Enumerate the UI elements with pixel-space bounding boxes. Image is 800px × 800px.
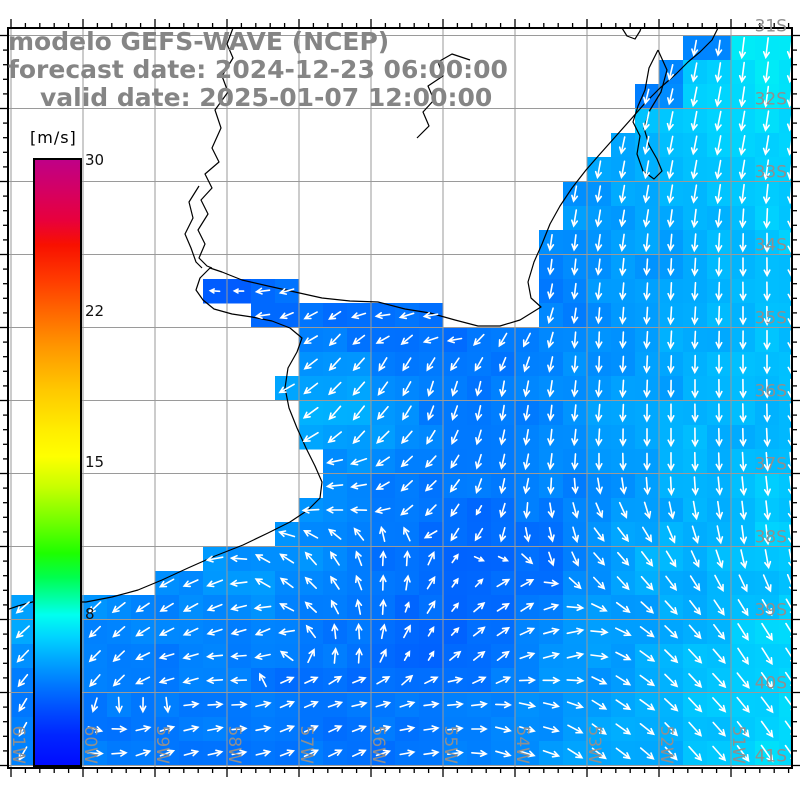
colorbar-unit-label: [m/s] <box>30 128 77 147</box>
lat-axis-label: 41S <box>755 747 787 767</box>
lon-axis-label: 53W <box>584 726 604 765</box>
lon-axis-label: 55W <box>440 726 460 765</box>
lon-axis-label: 58W <box>224 726 244 765</box>
valid-date-label: valid date: 2025-01-07 12:00:00 <box>40 83 493 112</box>
lat-axis-label: 34S <box>755 236 787 256</box>
lon-axis-label: 54W <box>512 726 532 765</box>
lat-axis-label: 32S <box>755 90 787 110</box>
direction-arrows <box>15 37 792 763</box>
lon-axis-label: 56W <box>368 726 388 765</box>
page-title: modelo GEFS-WAVE (NCEP) <box>8 27 390 56</box>
lat-axis-label: 33S <box>755 163 787 183</box>
coastline <box>8 28 719 610</box>
lat-axis-label: 37S <box>755 455 787 475</box>
lat-axis-label: 31S <box>755 17 787 37</box>
colorbar-tick-label: 22 <box>85 302 105 320</box>
lat-axis-label: 39S <box>755 601 787 621</box>
lat-axis-label: 40S <box>755 674 787 694</box>
lon-axis-label: 60W <box>80 726 100 765</box>
forecast-date-label: forecast date: 2024-12-23 06:00:00 <box>8 55 508 84</box>
lon-axis-label: 57W <box>296 726 316 765</box>
colorbar-tick-label: 8 <box>85 605 95 623</box>
colorbar <box>33 158 82 767</box>
colorbar-tick-label: 30 <box>85 151 105 169</box>
lon-axis-label: 61W <box>8 726 28 765</box>
lat-axis-label: 36S <box>755 382 787 402</box>
lon-axis-label: 51W <box>728 726 748 765</box>
grid-lines <box>8 28 792 768</box>
lon-axis-label: 59W <box>152 726 172 765</box>
lat-axis-label: 35S <box>755 309 787 329</box>
lon-axis-label: 52W <box>656 726 676 765</box>
colorbar-tick-label: 15 <box>85 453 105 471</box>
lat-axis-label: 38S <box>755 528 787 548</box>
map-frame <box>7 27 793 769</box>
